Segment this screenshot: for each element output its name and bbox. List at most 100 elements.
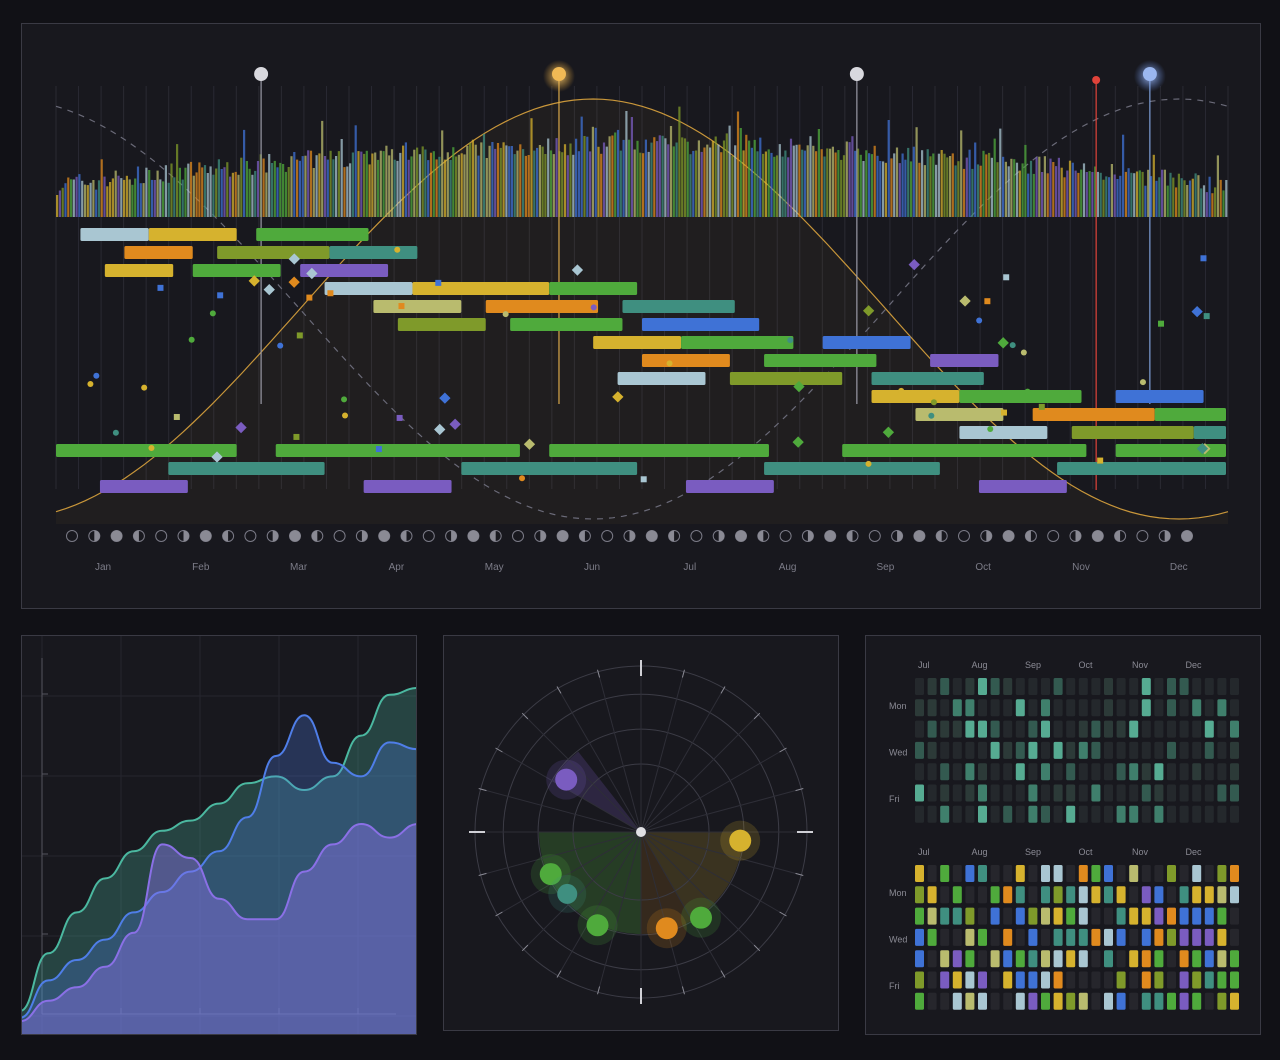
histogram-bar — [834, 152, 837, 217]
heatmap-cell — [965, 992, 975, 1010]
moon-full — [913, 530, 925, 542]
event-bar — [822, 336, 911, 349]
histogram-bar — [284, 171, 287, 217]
histogram-bar — [354, 125, 357, 217]
histogram-bar — [390, 149, 394, 217]
heatmap-cell — [1141, 865, 1151, 882]
event-square — [306, 294, 313, 301]
heatmap-cell — [1217, 678, 1227, 695]
heatmap-cell — [1003, 784, 1013, 802]
heatmap-cell — [1129, 950, 1139, 968]
histogram-bar — [243, 129, 246, 217]
series-area — [22, 824, 416, 1034]
radial-point — [586, 914, 609, 937]
histogram-bar — [198, 162, 201, 217]
histogram-bar — [449, 160, 452, 217]
moon-full — [1092, 530, 1104, 542]
heatmap-cell — [1141, 678, 1151, 695]
histogram-bar — [893, 153, 896, 217]
heatmap-cell — [1141, 928, 1151, 946]
heatmap-cell — [1066, 886, 1076, 904]
histogram-bar — [678, 106, 681, 217]
heatmap-cell — [1003, 678, 1013, 695]
histogram-bar — [1216, 155, 1219, 217]
heatmap-cell — [1091, 805, 1101, 823]
histogram-bar — [597, 146, 600, 217]
histogram-bar — [555, 138, 558, 217]
heatmap-cell — [1078, 678, 1088, 695]
moon-full — [289, 530, 301, 542]
histogram-bar — [131, 184, 134, 217]
histogram-bar — [982, 150, 985, 217]
heatmap-cell — [1091, 886, 1101, 904]
heatmap-cell — [1129, 720, 1139, 738]
heatmap-cell — [990, 699, 1000, 717]
heatmap-cell — [1015, 971, 1025, 989]
histogram-bar — [1158, 177, 1161, 217]
histogram-bar — [312, 168, 315, 217]
event-bar — [1057, 462, 1226, 475]
histogram-bar — [720, 152, 723, 217]
radial-point — [539, 863, 562, 886]
histogram-bar — [572, 154, 575, 217]
histogram-bar — [1102, 179, 1105, 217]
histogram-bar — [1138, 170, 1141, 217]
histogram-bar — [519, 144, 522, 217]
moon-half — [361, 530, 368, 542]
histogram-bar — [256, 161, 260, 217]
event-dot — [188, 336, 195, 343]
heatmap-cell — [1154, 741, 1164, 759]
histogram-bar — [664, 138, 667, 217]
histogram-bar — [538, 145, 541, 217]
heatmap-cell — [1041, 741, 1050, 759]
heatmap-cell — [1003, 992, 1013, 1010]
histogram-bar — [647, 151, 650, 217]
heatmap-cell — [1066, 928, 1076, 946]
heatmap-cell — [915, 992, 924, 1010]
heatmap-cell — [1217, 907, 1227, 925]
heatmap-cell — [990, 950, 1000, 968]
histogram-bar — [544, 154, 547, 217]
heatmap-cell — [927, 992, 937, 1010]
radial-tick — [556, 686, 562, 694]
event-diamond — [306, 267, 318, 280]
histogram-bar — [971, 168, 974, 217]
histogram-bar — [815, 151, 818, 217]
histogram-bar — [653, 137, 656, 217]
heatmap-cell — [940, 741, 950, 759]
heatmap-cell — [1154, 699, 1164, 717]
histogram-bar — [988, 152, 991, 217]
heatmap-cell — [1041, 720, 1050, 738]
marker-white — [849, 67, 864, 81]
histogram-bar — [363, 153, 366, 217]
histogram-bar — [1155, 180, 1158, 217]
histogram-bar — [979, 165, 982, 217]
moon-half — [718, 530, 725, 542]
heatmap-cell — [1217, 971, 1227, 989]
radial-center — [636, 827, 646, 837]
histogram-bar — [1152, 154, 1155, 217]
heatmap-cell — [1230, 865, 1239, 882]
histogram-bar — [745, 134, 748, 217]
histogram-bar — [1175, 187, 1178, 217]
heatmap-cell — [965, 741, 975, 759]
heatmap-cell — [978, 784, 987, 802]
histogram-bar — [491, 142, 494, 217]
heatmap-month-label: Dec — [1186, 847, 1203, 857]
heatmap-cell — [1091, 928, 1101, 946]
heatmap-cell — [1129, 928, 1139, 946]
histogram-bar — [1032, 173, 1035, 217]
heatmap-cell — [978, 865, 987, 882]
histogram-bar — [770, 152, 773, 217]
histogram-bar — [868, 153, 871, 217]
histogram-bar — [1135, 171, 1139, 217]
radial-spoke — [597, 671, 642, 833]
event-diamond — [792, 436, 804, 448]
moon-phase — [601, 530, 614, 542]
heatmap-cell — [965, 784, 975, 802]
heatmap-cell — [1230, 907, 1239, 925]
radial-tick — [795, 872, 804, 876]
moon-half — [222, 530, 229, 542]
event-square — [1158, 320, 1165, 327]
heatmap-cell — [1141, 907, 1151, 925]
